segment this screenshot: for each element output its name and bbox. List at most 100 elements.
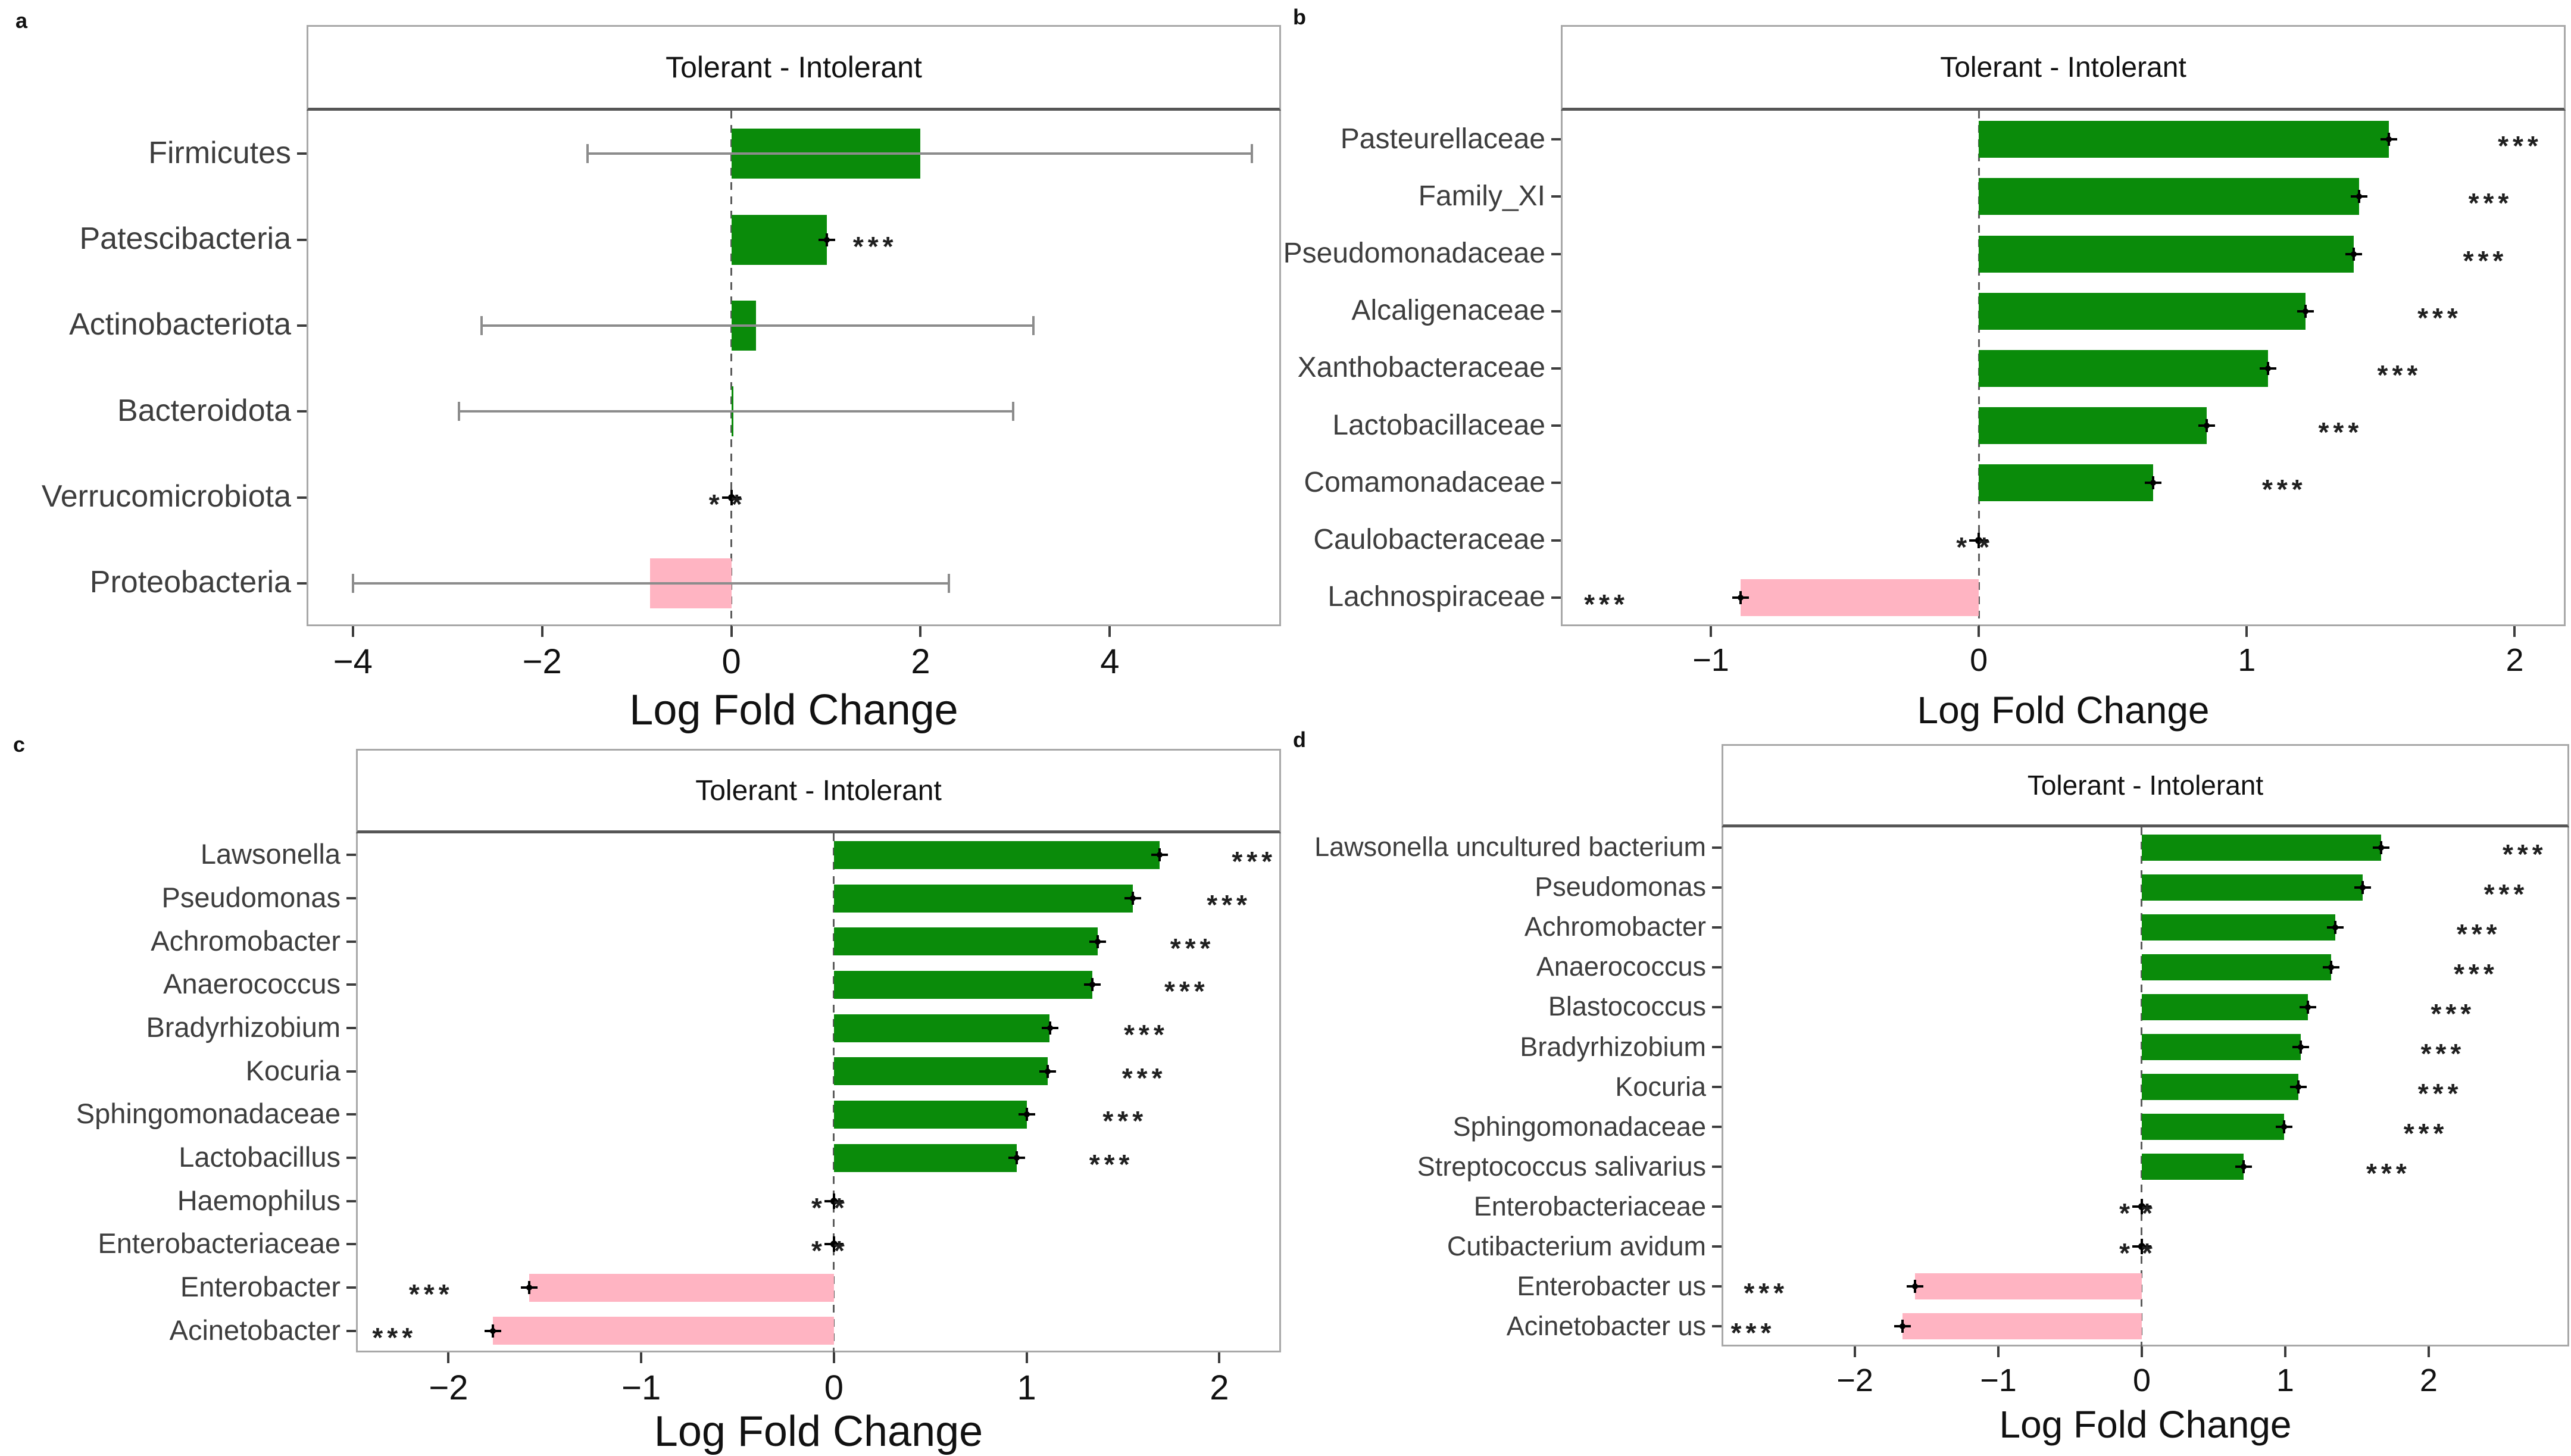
point-estimate-marker [2332,924,2339,930]
x-axis-tick [832,1352,835,1363]
error-bar-cap-left [480,315,483,335]
significance-stars: ** [2119,1238,2164,1269]
point-estimate-marker [526,1285,533,1291]
x-axis-tick [919,626,922,637]
category-label: Blastococcus [1548,991,1706,1022]
x-axis-tick-label: −1 [1692,642,1729,678]
x-axis-tick [351,626,354,637]
plot-area-c [356,833,1281,1352]
y-axis-tick [346,854,356,857]
category-label: Proteobacteria [89,565,291,600]
significance-stars: ** [708,488,754,520]
category-label: Lawsonella [200,838,340,870]
bar-positive [833,1100,1027,1129]
x-axis-tick-label: 2 [1210,1368,1229,1407]
category-label: Pseudomonadaceae [1283,237,1545,269]
significance-stars: *** [2262,474,2307,505]
point-estimate-marker [2298,1043,2304,1050]
point-estimate-marker [2241,1164,2247,1170]
y-axis-tick [297,410,307,413]
error-bar-cap-left [351,573,354,593]
point-estimate-marker [1046,1025,1053,1031]
x-axis-tick-label: 4 [1100,642,1120,681]
x-axis-tick [2283,1346,2286,1357]
category-label: Alcaligenaceae [1351,295,1545,327]
error-bar-cap-left [586,144,589,164]
category-label: Family_XI [1418,180,1545,212]
bar-positive [2141,1154,2244,1180]
point-estimate-marker [1045,1068,1051,1074]
point-estimate-marker [2356,193,2363,200]
error-bar-cap-right [1250,144,1253,164]
bar-positive [2141,954,2332,980]
y-axis-tick [1551,367,1561,370]
category-label: Achromobacter [151,924,340,957]
facet-strip-a: Tolerant - Intolerant [307,25,1281,111]
category-label: Comamonadaceae [1304,466,1545,498]
bar-positive [1979,292,2306,330]
x-axis-tick [541,626,543,637]
significance-stars: *** [1122,1062,1167,1093]
category-label: Bradyrhizobium [146,1011,340,1043]
category-label: Haemophilus [177,1184,340,1216]
significance-stars: *** [2468,188,2513,219]
category-label: Sphingomonadaceae [76,1098,340,1130]
bar-positive [833,970,1092,999]
plot-area-d [1722,827,2569,1346]
category-label: Enterobacter [180,1271,340,1303]
y-axis-tick [1712,926,1722,929]
y-axis-tick [1712,1285,1722,1288]
category-label: Kocuria [245,1054,340,1086]
y-axis-tick [346,1243,356,1246]
category-label: Lachnospiraceae [1327,581,1545,613]
category-label: Xanthobacteraceae [1297,352,1545,384]
bar-positive [1979,407,2207,445]
significance-stars: *** [408,1278,454,1310]
significance-stars: ** [2119,1198,2164,1229]
x-axis-tick [640,1352,643,1363]
x-axis-title-a: Log Fold Change [629,686,958,734]
category-label: Patescibacteria [79,221,291,257]
bar-positive [833,884,1133,913]
significance-stars: *** [2417,302,2462,333]
point-estimate-marker [1737,594,1744,601]
bar-positive [2141,1114,2284,1141]
y-axis-tick [346,1199,356,1202]
point-estimate-marker [2203,423,2210,429]
panel-letter-d: d [1293,727,1306,752]
y-axis-tick [297,238,307,241]
point-estimate-marker [727,493,735,501]
bar-negative [529,1273,834,1302]
category-label: Acinetobacter us [1506,1311,1706,1342]
point-estimate-marker [830,1241,838,1248]
point-estimate-marker [2328,964,2335,970]
error-bar-cap-right [1032,315,1035,335]
error-bar [588,152,1252,155]
point-estimate-marker [2360,884,2366,891]
y-axis-tick [346,1286,356,1289]
category-label: Enterobacteriaceae [1473,1191,1706,1221]
y-axis-tick [346,1070,356,1073]
x-axis-title-b: Log Fold Change [1917,689,2210,732]
facet-title-b: Tolerant - Intolerant [1940,51,2186,83]
significance-stars: *** [1207,889,1251,920]
facet-title-d: Tolerant - Intolerant [2027,770,2264,801]
y-axis-tick [1712,1086,1722,1088]
point-estimate-marker [2351,251,2357,257]
y-axis-tick [1551,138,1561,141]
point-estimate-marker [2305,1004,2311,1010]
x-axis-tick [1854,1346,1857,1357]
error-bar-cap-right [1012,402,1015,421]
category-label: Lawsonella uncultured bacterium [1314,832,1706,863]
error-bar [458,410,1014,413]
y-axis-tick [1712,1005,1722,1008]
point-estimate-marker [1014,1155,1020,1161]
x-axis-tick-label: 0 [1970,642,1988,678]
y-axis-tick [1551,596,1561,599]
y-axis-tick [346,1113,356,1116]
category-label: Lactobacillaceae [1332,409,1545,441]
bar-positive [2141,1074,2298,1100]
bar-positive [2141,993,2308,1020]
significance-stars: ** [1956,531,2002,563]
